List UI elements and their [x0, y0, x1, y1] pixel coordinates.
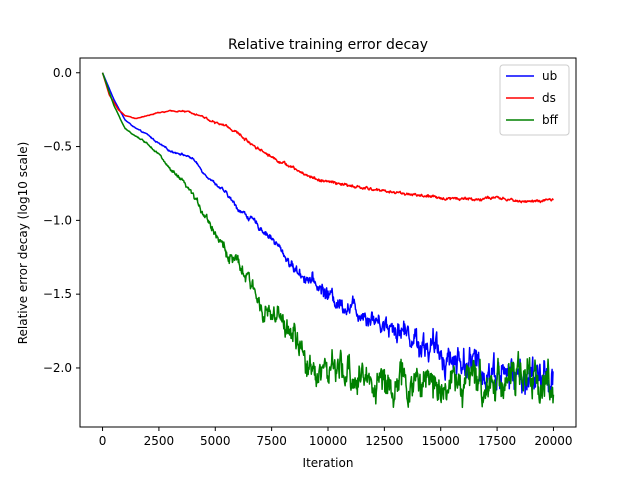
legend-label-ds: ds [542, 91, 556, 105]
y-tick-label: −1.0 [43, 213, 72, 227]
series-line-bff [101, 72, 555, 409]
x-tick-label: 0 [99, 434, 107, 448]
x-tick-label: 15000 [422, 434, 460, 448]
series-line-ub [101, 72, 554, 398]
y-tick-label: −1.5 [43, 287, 72, 301]
chart-title: Relative training error decay [228, 37, 428, 53]
x-axis-title: Iteration [303, 456, 354, 470]
x-tick-label: 17500 [478, 434, 516, 448]
legend: ub ds bff [499, 64, 570, 136]
axis-ticks: 0 2500 5000 7500 10000 12500 15000 17500 20000 0.… [43, 66, 573, 448]
y-tick-label: −2.0 [43, 361, 72, 375]
series-line-ds [101, 72, 554, 204]
legend-label-ub: ub [542, 69, 557, 83]
x-tick-label: 20000 [534, 434, 572, 448]
plot-area [101, 72, 555, 409]
y-tick-label: −0.5 [43, 140, 72, 154]
legend-label-bff: bff [542, 113, 559, 127]
x-tick-label: 7500 [256, 434, 287, 448]
x-tick-label: 2500 [144, 434, 175, 448]
x-tick-label: 12500 [365, 434, 403, 448]
legend-box [499, 64, 570, 136]
x-tick-label: 10000 [309, 434, 347, 448]
x-tick-label: 5000 [200, 434, 231, 448]
y-axis-title: Relative error decay (log10 scale) [16, 142, 30, 345]
axes-frame [79, 57, 577, 428]
y-tick-label: 0.0 [53, 66, 72, 80]
